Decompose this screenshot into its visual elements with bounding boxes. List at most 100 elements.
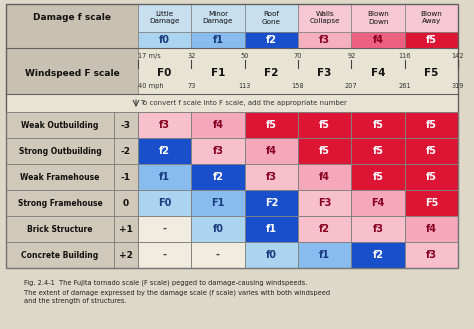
Text: F4: F4 xyxy=(371,198,385,208)
Text: f5: f5 xyxy=(266,120,277,130)
Bar xyxy=(298,138,351,164)
Bar xyxy=(405,112,458,138)
Bar xyxy=(6,190,114,216)
Bar xyxy=(191,32,245,48)
Text: f5: f5 xyxy=(373,146,383,156)
Text: f5: f5 xyxy=(373,120,383,130)
Bar xyxy=(298,190,351,216)
Text: 319: 319 xyxy=(452,83,464,89)
Text: f0: f0 xyxy=(266,250,277,260)
Bar xyxy=(405,138,458,164)
Text: -1: -1 xyxy=(121,172,131,182)
Text: Concrete Building: Concrete Building xyxy=(21,250,99,260)
Bar xyxy=(245,4,298,32)
Bar xyxy=(191,164,245,190)
Text: f5: f5 xyxy=(426,146,437,156)
Text: 70: 70 xyxy=(294,53,302,59)
Text: 207: 207 xyxy=(345,83,358,89)
Text: 50: 50 xyxy=(240,53,249,59)
Bar xyxy=(6,112,114,138)
Text: F5: F5 xyxy=(425,198,438,208)
Text: f0: f0 xyxy=(159,35,170,45)
Text: -: - xyxy=(163,250,167,260)
Text: f5: f5 xyxy=(426,172,437,182)
Text: 142: 142 xyxy=(452,53,465,59)
Text: 73: 73 xyxy=(187,83,195,89)
Bar xyxy=(351,112,405,138)
Bar xyxy=(6,4,458,268)
Text: f3: f3 xyxy=(426,250,437,260)
Text: F4: F4 xyxy=(371,68,385,78)
Text: f5: f5 xyxy=(319,120,330,130)
Bar xyxy=(6,48,138,94)
Text: -3: -3 xyxy=(121,120,131,130)
Text: Damage f scale: Damage f scale xyxy=(33,13,111,22)
Bar xyxy=(298,242,351,268)
Text: 32: 32 xyxy=(187,53,195,59)
Bar xyxy=(138,190,191,216)
Bar xyxy=(245,216,298,242)
Text: f5: f5 xyxy=(373,172,383,182)
Text: Weak Framehouse: Weak Framehouse xyxy=(20,172,100,182)
Text: f2: f2 xyxy=(212,172,224,182)
Bar xyxy=(6,164,114,190)
Bar xyxy=(298,4,351,32)
Text: f5: f5 xyxy=(319,146,330,156)
Text: f1: f1 xyxy=(212,35,224,45)
Text: +2: +2 xyxy=(119,250,133,260)
Bar xyxy=(351,32,405,48)
Bar xyxy=(191,190,245,216)
Bar xyxy=(191,4,245,32)
Text: f4: f4 xyxy=(212,120,224,130)
Bar xyxy=(138,112,191,138)
Bar xyxy=(351,216,405,242)
Bar xyxy=(138,216,191,242)
Text: f3: f3 xyxy=(159,120,170,130)
Bar xyxy=(138,4,191,32)
Text: 113: 113 xyxy=(238,83,251,89)
Text: F2: F2 xyxy=(264,198,278,208)
Text: F0: F0 xyxy=(158,198,172,208)
Bar xyxy=(298,216,351,242)
Bar xyxy=(351,4,405,32)
Text: +1: +1 xyxy=(119,224,133,234)
Text: F5: F5 xyxy=(424,68,438,78)
Text: F1: F1 xyxy=(211,68,225,78)
Text: f3: f3 xyxy=(212,146,224,156)
Text: 0: 0 xyxy=(123,198,129,208)
Text: F1: F1 xyxy=(211,198,225,208)
Bar xyxy=(405,190,458,216)
Text: f2: f2 xyxy=(319,224,330,234)
Bar xyxy=(351,138,405,164)
Text: f1: f1 xyxy=(159,172,170,182)
Bar xyxy=(405,164,458,190)
Text: Little
Damage: Little Damage xyxy=(149,12,180,24)
Bar xyxy=(114,138,138,164)
Bar xyxy=(191,216,245,242)
Text: F3: F3 xyxy=(318,198,331,208)
Text: Roof
Gone: Roof Gone xyxy=(262,12,281,24)
Text: 261: 261 xyxy=(398,83,411,89)
Text: Strong Framehouse: Strong Framehouse xyxy=(18,198,102,208)
Text: Strong Outbuilding: Strong Outbuilding xyxy=(18,146,101,156)
Text: F0: F0 xyxy=(157,68,172,78)
Bar xyxy=(114,190,138,216)
Bar xyxy=(245,32,298,48)
Text: 40 mph: 40 mph xyxy=(138,83,164,89)
Bar xyxy=(138,164,191,190)
Text: The extent of damage expressed by the damage scale (f scale) varies with both wi: The extent of damage expressed by the da… xyxy=(24,289,330,295)
Text: f0: f0 xyxy=(212,224,224,234)
Text: f4: f4 xyxy=(266,146,277,156)
Text: f5: f5 xyxy=(426,120,437,130)
Bar xyxy=(191,112,245,138)
Text: Brick Structure: Brick Structure xyxy=(27,224,93,234)
Text: To convert f scale into F scale, add the appropriate number: To convert f scale into F scale, add the… xyxy=(140,100,347,106)
Bar xyxy=(298,164,351,190)
Text: f4: f4 xyxy=(373,35,383,45)
Text: 116: 116 xyxy=(399,53,411,59)
Bar xyxy=(405,242,458,268)
Bar xyxy=(6,138,114,164)
Bar xyxy=(114,112,138,138)
Text: F2: F2 xyxy=(264,68,279,78)
Text: -2: -2 xyxy=(121,146,131,156)
